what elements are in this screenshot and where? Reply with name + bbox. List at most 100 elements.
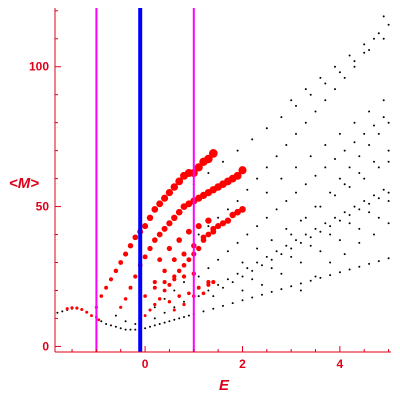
data-point: [241, 261, 244, 264]
data-point: [343, 211, 346, 214]
data-point: [163, 321, 166, 324]
data-point: [304, 121, 307, 124]
data-point: [129, 328, 132, 331]
data-point: [75, 306, 79, 310]
tick-labels: 0 2 4 0 50 100: [29, 60, 344, 371]
data-point: [304, 88, 307, 91]
data-point: [324, 222, 327, 225]
data-point: [265, 216, 268, 219]
data-point: [231, 281, 234, 284]
data-point: [314, 110, 317, 113]
data-point: [280, 288, 283, 291]
data-point: [163, 297, 166, 300]
data-point: [368, 110, 371, 113]
data-point: [338, 71, 341, 74]
data-point: [246, 267, 249, 270]
data-point: [133, 274, 138, 279]
data-point: [304, 216, 307, 219]
series-red-points: [65, 149, 247, 322]
data-point: [377, 216, 380, 219]
data-point: [377, 132, 380, 135]
data-point: [261, 283, 263, 286]
data-point: [70, 306, 74, 310]
data-point: [358, 155, 361, 158]
data-point: [148, 308, 152, 312]
data-point: [158, 323, 161, 325]
data-point: [182, 302, 186, 307]
data-point: [167, 300, 172, 304]
data-point: [387, 149, 390, 152]
data-point: [373, 194, 375, 197]
data-point: [142, 254, 148, 260]
data-point: [156, 231, 163, 238]
data-point: [251, 269, 254, 272]
data-point: [319, 276, 322, 279]
data-point: [113, 268, 119, 274]
data-point: [290, 255, 293, 258]
data-point: [270, 258, 273, 261]
data-point: [387, 200, 390, 202]
data-point: [329, 274, 332, 277]
data-point: [187, 314, 190, 317]
data-point: [329, 261, 332, 264]
data-point: [309, 155, 312, 158]
data-point: [239, 206, 246, 213]
data-point: [171, 214, 178, 221]
data-point: [186, 257, 192, 263]
data-point: [172, 277, 177, 282]
data-point: [238, 166, 247, 175]
data-point: [108, 277, 114, 282]
data-point: [212, 307, 215, 310]
data-point: [363, 132, 366, 135]
data-point: [265, 255, 268, 258]
data-point: [123, 251, 129, 257]
data-point: [285, 227, 288, 230]
data-point: [382, 15, 385, 18]
data-point: [181, 251, 187, 257]
data-point: [368, 202, 371, 205]
data-point: [348, 222, 351, 225]
data-point: [236, 149, 239, 152]
data-point: [200, 234, 207, 241]
data-point: [368, 49, 371, 51]
data-point: [373, 124, 375, 127]
data-point: [183, 316, 185, 318]
data-point: [338, 239, 341, 242]
data-point: [114, 314, 117, 317]
data-point: [157, 257, 163, 263]
data-point: [256, 177, 259, 180]
data-point: [304, 183, 307, 186]
data-point: [143, 294, 147, 298]
data-point: [363, 51, 366, 54]
data-point: [358, 227, 361, 230]
data-point: [233, 171, 242, 180]
data-point: [299, 261, 302, 264]
data-point: [343, 149, 346, 152]
data-point: [161, 194, 169, 202]
data-point: [241, 275, 244, 278]
data-point: [280, 272, 283, 275]
data-point: [377, 197, 380, 200]
data-point: [285, 200, 288, 202]
data-point: [176, 237, 182, 243]
data-point: [217, 283, 220, 286]
data-point: [329, 225, 332, 228]
data-point: [90, 314, 93, 318]
data-point: [165, 188, 174, 197]
data-point: [222, 160, 224, 163]
data-point: [152, 285, 157, 290]
data-point: [314, 275, 317, 278]
data-point: [208, 149, 218, 158]
data-point: [197, 295, 200, 298]
data-point: [206, 280, 211, 285]
data-point: [280, 253, 283, 256]
data-point: [210, 225, 217, 232]
data-point: [222, 304, 224, 307]
data-point: [236, 241, 239, 244]
data-point: [285, 244, 288, 247]
data-point: [353, 65, 356, 68]
data-point: [201, 291, 206, 296]
data-point: [142, 223, 149, 230]
data-point: [119, 327, 122, 330]
data-point: [299, 289, 302, 292]
